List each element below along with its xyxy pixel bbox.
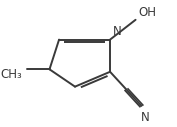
Text: OH: OH bbox=[138, 6, 156, 19]
Text: N: N bbox=[141, 111, 150, 124]
Text: N: N bbox=[112, 25, 121, 38]
Text: CH₃: CH₃ bbox=[1, 68, 22, 81]
